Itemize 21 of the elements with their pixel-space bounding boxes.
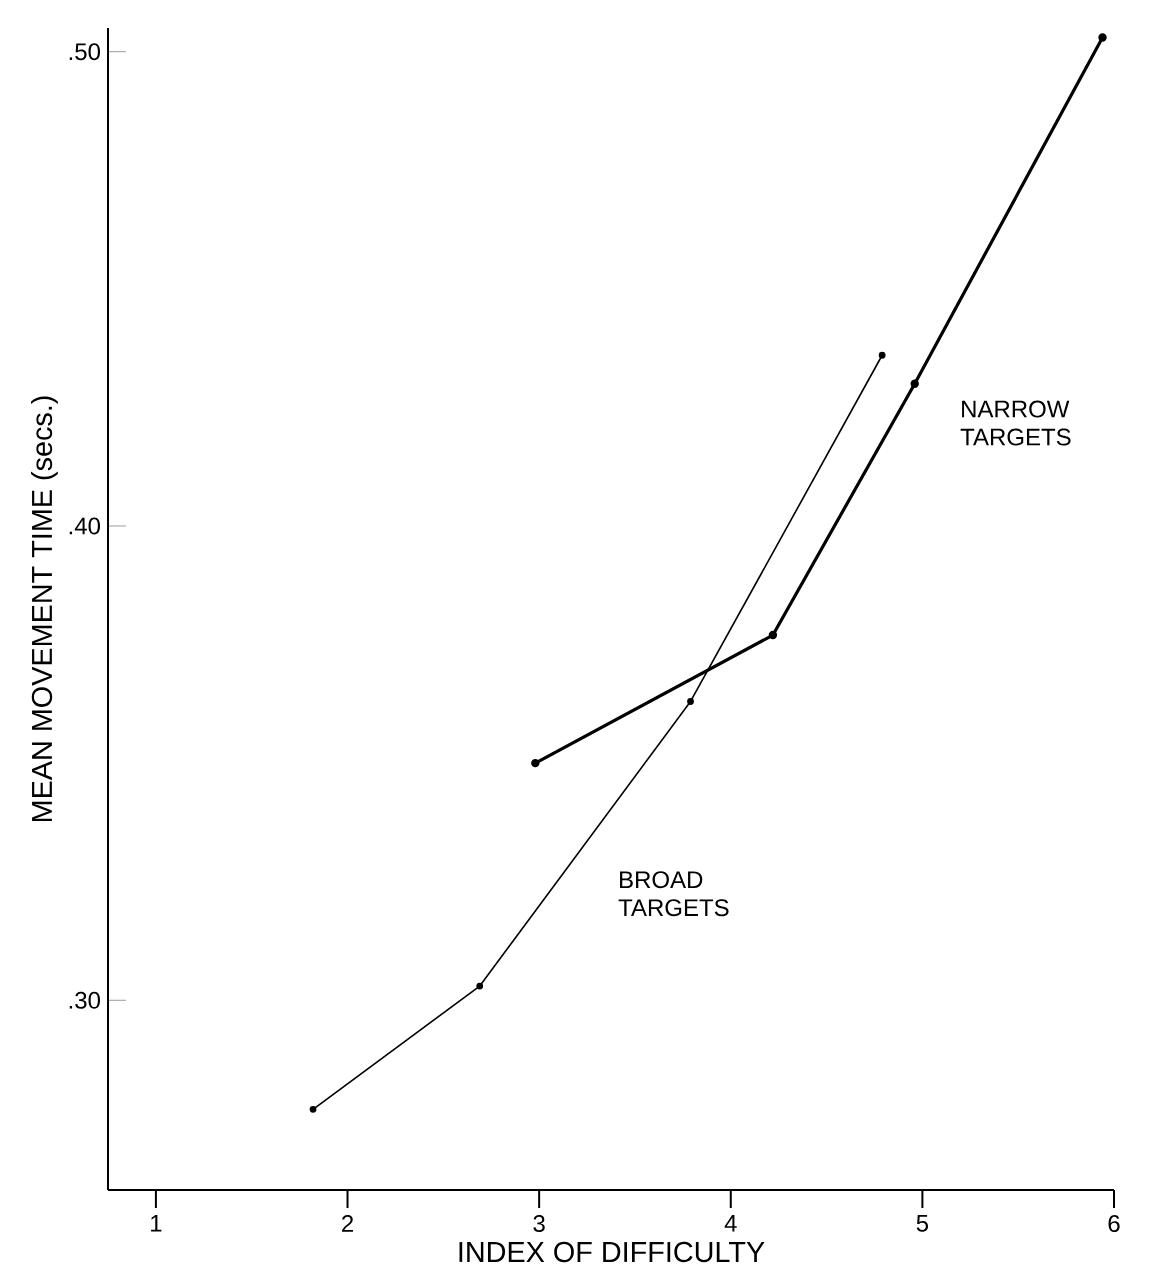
point <box>309 1105 317 1113</box>
point <box>1098 33 1107 42</box>
point <box>878 351 886 359</box>
x-tick-label: 2 <box>342 1215 353 1232</box>
point <box>910 379 919 388</box>
point <box>531 758 540 768</box>
series-label: BROAD TARGETS <box>618 871 729 917</box>
y-tick-label: .50 <box>69 43 101 61</box>
y-tick-label: .30 <box>69 991 101 1009</box>
x-tick-label: 5 <box>916 1215 929 1232</box>
y-tick-label: .40 <box>69 517 101 535</box>
point <box>768 630 778 640</box>
x-tick-label: 4 <box>724 1215 737 1232</box>
point <box>476 982 484 990</box>
y-axis-title: MEAN MOVEMENT TIME (secs.) <box>31 396 58 822</box>
x-tick-label: 6 <box>1108 1215 1120 1233</box>
x-tick-label: 3 <box>533 1215 545 1233</box>
point <box>687 698 694 705</box>
x-axis-title: INDEX OF DIFFICULTY <box>459 1241 765 1263</box>
series-label: NARROW TARGETS <box>960 400 1071 446</box>
x-tick-label: 1 <box>151 1215 162 1232</box>
